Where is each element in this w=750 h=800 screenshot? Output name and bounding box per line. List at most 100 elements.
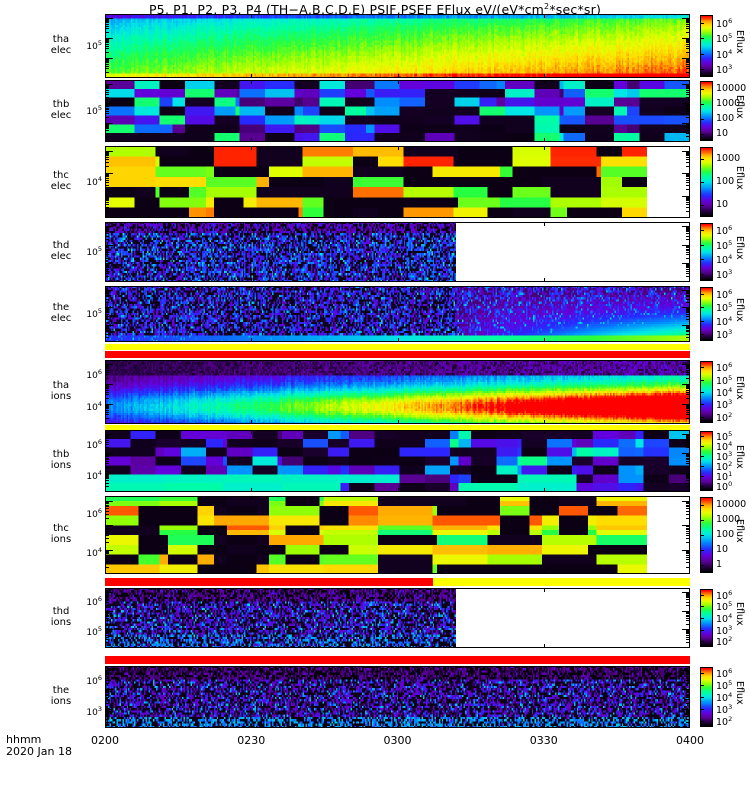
y-axis-exponent: 5 (97, 38, 102, 47)
spectrogram-image-thb-ions (105, 430, 690, 492)
x-tick (689, 570, 690, 574)
y-tick (105, 505, 109, 506)
colorbar-thc-ions (700, 497, 713, 573)
y-tick (105, 386, 109, 387)
y-tick (682, 709, 690, 710)
x-tick (251, 14, 252, 18)
y-tick (105, 176, 109, 177)
colorbar-tick-label: 102 (716, 411, 732, 424)
y-tick (105, 486, 109, 487)
y-tick (686, 267, 690, 268)
figure-title-text: P5, P1, P2, P3, P4 (TH−A,B,C,D,E) PSIF,P… (148, 2, 545, 18)
colorbar-the-elec (700, 287, 713, 341)
y-tick (105, 410, 109, 411)
panel-label-line2: ions (50, 459, 72, 471)
colorbar-tick-mantissa: 100 (716, 113, 735, 124)
colorbar-tick (701, 685, 704, 686)
y-tick (105, 28, 109, 29)
y-tick (105, 48, 109, 49)
y-tick (686, 461, 690, 462)
y-tick (686, 105, 690, 106)
y-tick (105, 211, 109, 212)
y-tick (105, 680, 109, 681)
panel-label-thd-ions: thd ions (44, 606, 78, 628)
x-tick (398, 430, 399, 434)
y-tick (686, 447, 690, 448)
colorbar-tha-ions (700, 361, 713, 423)
x-tick (105, 222, 106, 226)
y-tick (105, 368, 109, 369)
y-tick (105, 204, 109, 205)
y-tick (686, 478, 690, 479)
no-data-region-thc-ions (647, 496, 690, 574)
y-tick (686, 531, 690, 532)
x-tick (544, 222, 545, 226)
y-tick (105, 87, 109, 88)
y-tick (686, 310, 690, 311)
colorbar-tick-mantissa: 100 (716, 529, 735, 540)
y-tick (105, 66, 109, 67)
y-tick (686, 676, 690, 677)
x-tick (544, 278, 545, 282)
no-data-region-thd-ions (456, 588, 690, 648)
y-tick (686, 180, 690, 181)
colorbar-tick-mantissa: 10 (716, 290, 729, 302)
y-axis-mantissa: 10 (86, 471, 98, 482)
colorbar-tick-label: 106 (716, 589, 732, 602)
colorbar-tick-exponent: 6 (728, 589, 733, 597)
x-tick (398, 214, 399, 218)
y-tick (105, 117, 109, 118)
y-tick (686, 250, 690, 251)
y-tick (105, 555, 109, 556)
y-tick (686, 319, 690, 320)
y-tick (105, 526, 109, 527)
y-tick (105, 307, 113, 308)
y-tick (105, 252, 109, 253)
colorbar-tick-exponent: 2 (728, 635, 733, 643)
y-tick (105, 710, 109, 711)
y-tick (686, 514, 690, 515)
y-tick (686, 690, 690, 691)
x-tick (689, 488, 690, 492)
y-tick (686, 22, 690, 23)
y-tick (686, 680, 690, 681)
y-tick (105, 159, 109, 160)
y-tick (105, 88, 109, 89)
y-tick (686, 716, 690, 717)
colorbar-title-the-elec: Eflux (734, 298, 745, 322)
status-bar-0-0 (105, 344, 690, 350)
y-tick (686, 528, 690, 529)
y-tick (686, 230, 690, 231)
y-tick (105, 596, 109, 597)
y-tick (686, 21, 690, 22)
y-tick (686, 378, 690, 379)
x-tick (251, 80, 252, 84)
x-tick (544, 338, 545, 342)
y-tick (105, 367, 109, 368)
y-tick (105, 61, 109, 62)
colorbar-tick-mantissa: 10 (716, 472, 729, 484)
y-tick (686, 302, 690, 303)
colorbar-tick-mantissa: 10 (716, 591, 729, 603)
colorbar-tick-mantissa: 10 (716, 413, 729, 425)
y-tick (682, 501, 690, 502)
y-axis-label-lo-thd-ions: 105 (78, 625, 102, 638)
status-bar-1-0 (105, 351, 690, 358)
x-tick (105, 138, 106, 142)
y-tick (682, 38, 690, 39)
y-tick (105, 18, 113, 19)
y-tick (686, 365, 690, 366)
y-tick (686, 265, 690, 266)
y-tick (105, 629, 113, 630)
y-tick (105, 412, 109, 413)
colorbar-tick-label: 10 (716, 544, 728, 555)
colorbar-tick-mantissa: 10 (716, 693, 729, 705)
y-tick (686, 674, 690, 675)
colorbar-tick (701, 380, 704, 381)
y-tick (686, 412, 690, 413)
colorbar-tick (701, 294, 704, 295)
panel-label-line2: elec (50, 109, 72, 121)
x-tick (105, 360, 106, 364)
spectrogram-image-the-ions (105, 666, 690, 728)
x-tick (251, 146, 252, 150)
